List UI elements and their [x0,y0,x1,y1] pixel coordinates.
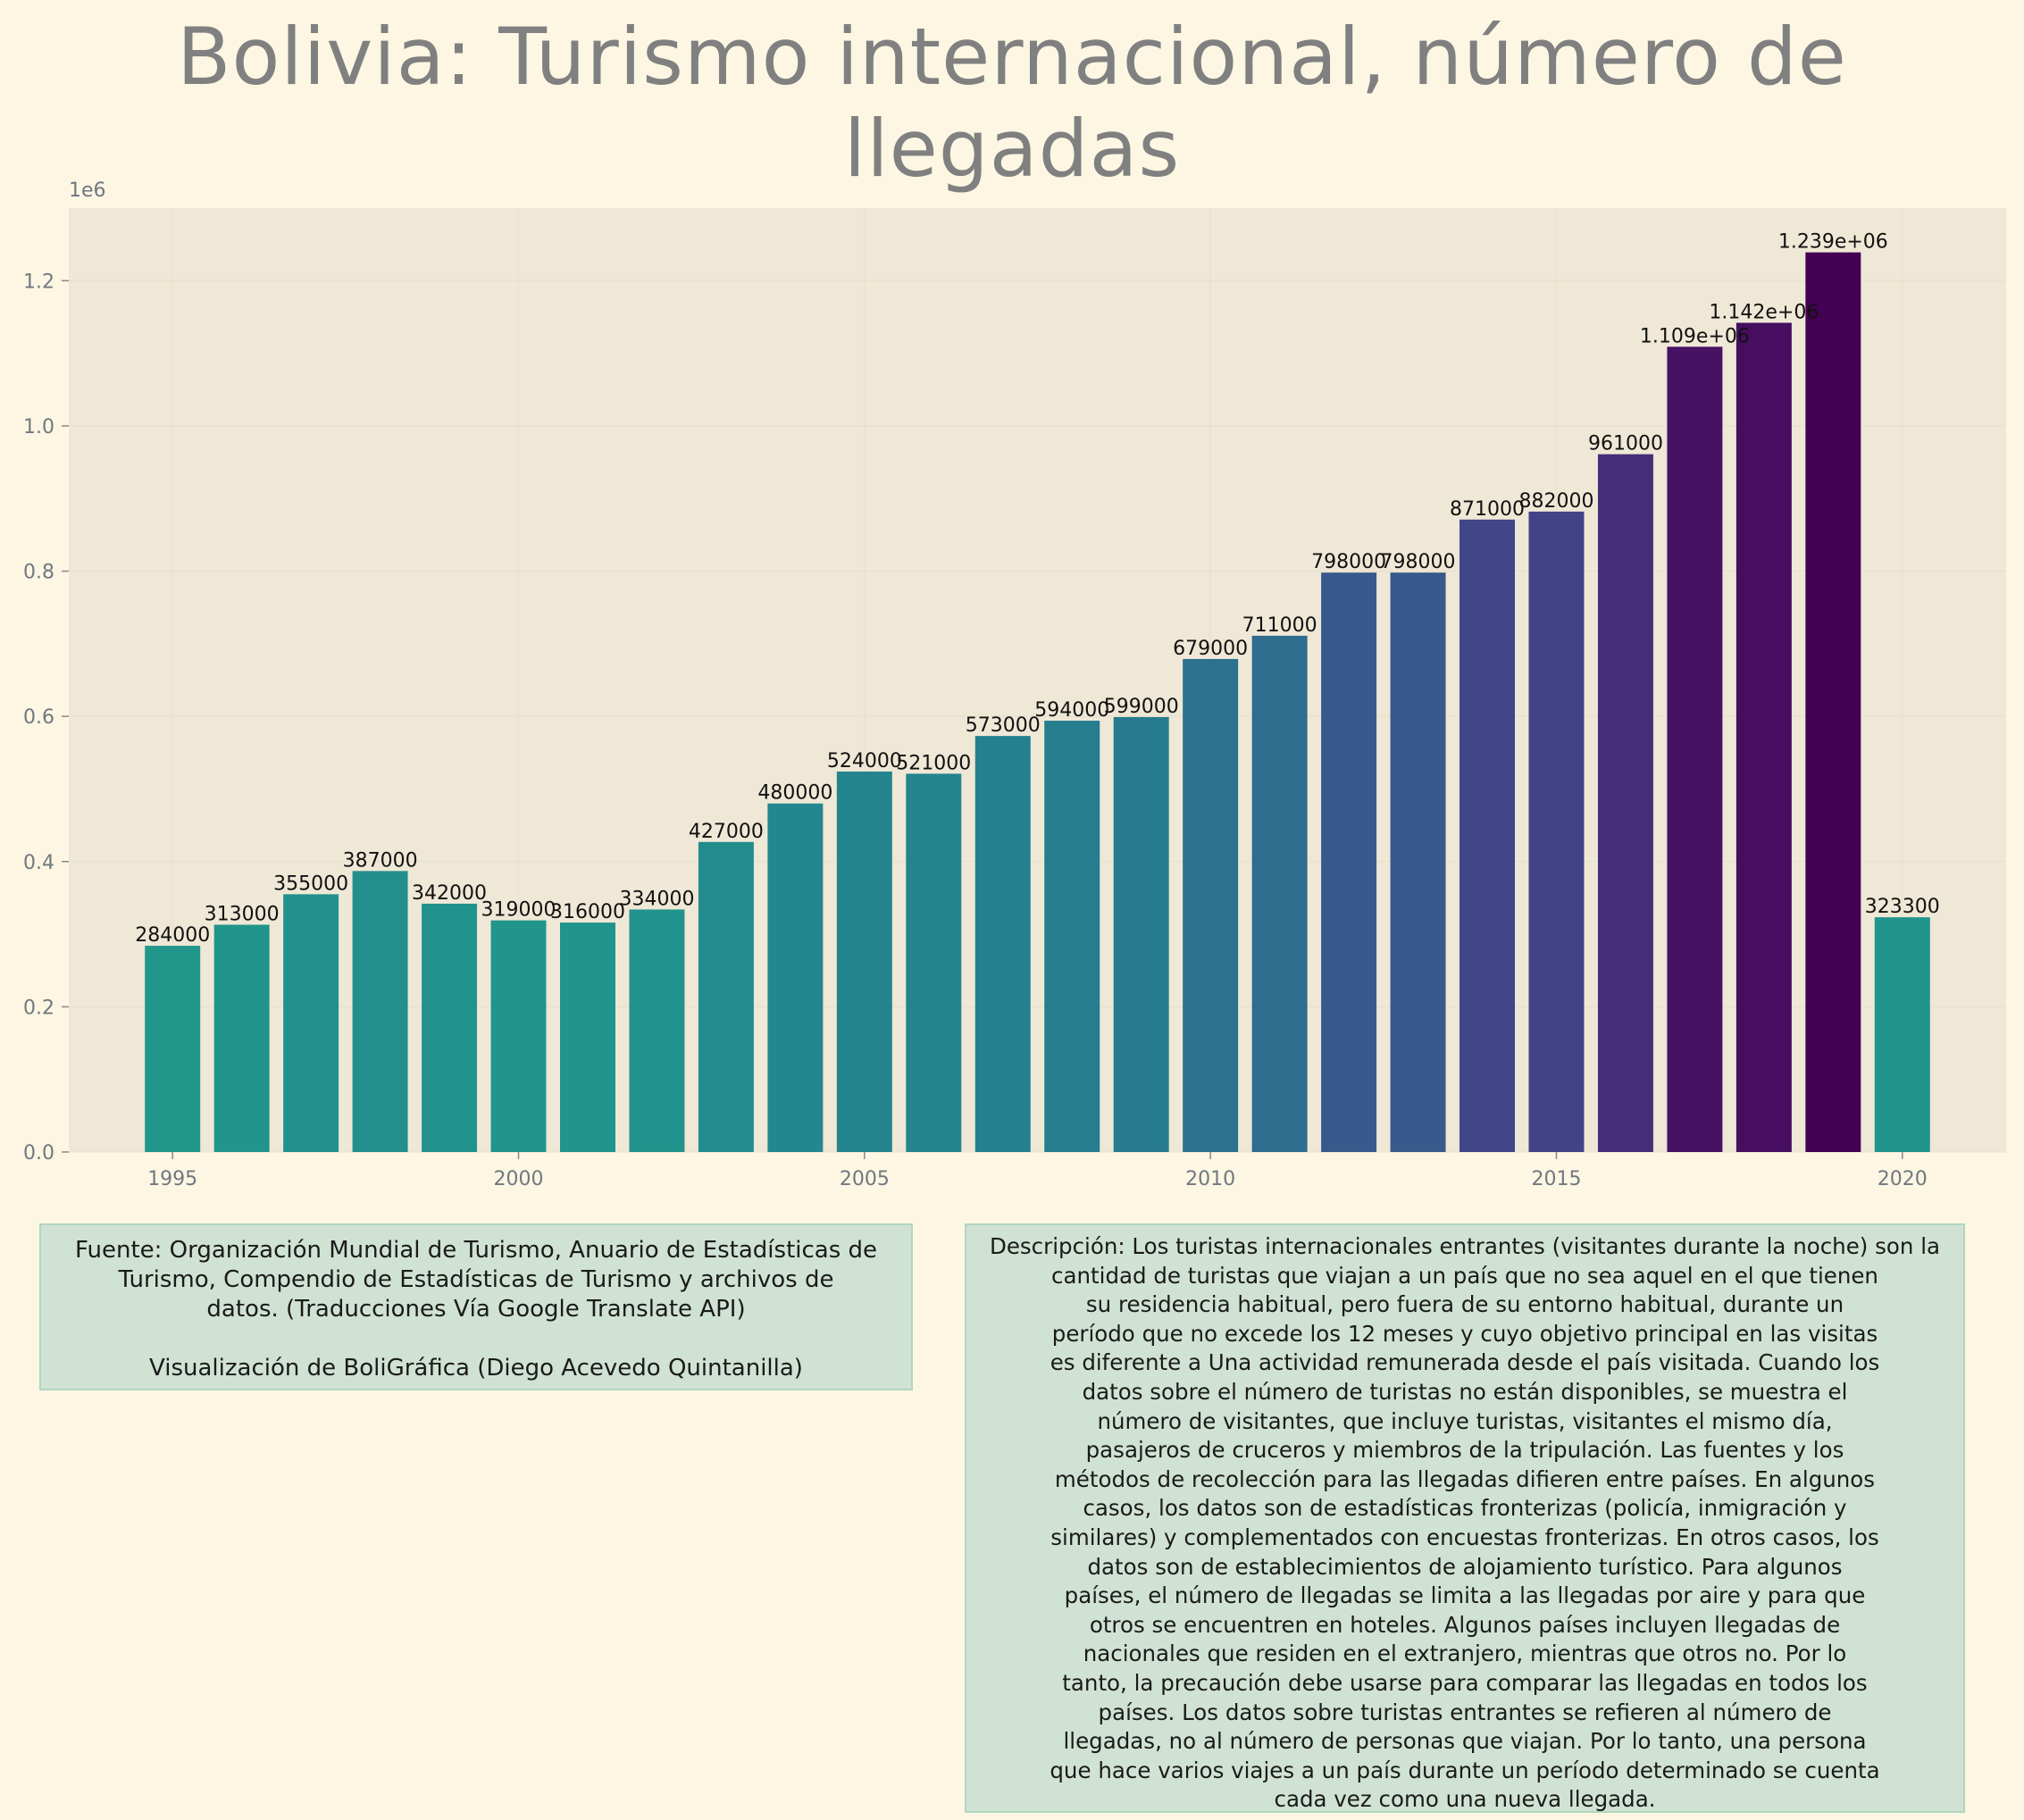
description-line: número de visitantes, que incluye turist… [1097,1407,1833,1434]
x-tick-label: 2010 [1185,1168,1235,1190]
bar-value-label: 573000 [966,714,1041,737]
source-box: Fuente: Organización Mundial de Turismo,… [39,1223,913,1390]
bars [145,252,1930,1153]
bar-value-label: 480000 [757,782,832,805]
bar-value-label: 313000 [205,904,280,926]
description-line: su residencia habitual, pero fuera de su… [1085,1291,1844,1318]
bar-value-label: 961000 [1588,433,1663,455]
bar [490,920,547,1152]
bar [1735,322,1792,1152]
bar-value-label: 427000 [689,821,764,843]
description-line: datos sobre el número de turistas no est… [1082,1378,1848,1405]
bar [974,736,1031,1152]
description-line: nacionales que residen en el extranjero,… [1083,1641,1847,1667]
bar-value-label: 1.109e+06 [1640,325,1750,347]
y-tick-label: 1.0 [23,416,54,438]
x-tick-label: 2005 [840,1168,890,1190]
description-line: cantidad de turistas que viajan a un paí… [1051,1262,1878,1289]
description-line: llegadas, no al número de personas que v… [1063,1728,1867,1755]
bar [767,803,824,1152]
bar [1874,917,1930,1152]
bar-value-label: 387000 [343,849,418,872]
description-line: países. Los datos sobre turistas entrant… [1098,1699,1832,1725]
bar-value-label: 798000 [1381,551,1456,573]
bar [836,771,892,1152]
bar [1459,519,1516,1152]
bar [283,894,339,1152]
description-line: datos son de establecimientos de alojami… [1087,1553,1843,1580]
credit-line: Visualización de BoliGráfica (Diego Acev… [149,1355,803,1382]
axes: 0.0 0.2 0.4 0.6 0.8 1.0 1.2 1995 2000 2005 2010 201… [23,179,1928,1190]
bar-value-label: 594000 [1034,699,1109,722]
bar [1597,454,1653,1153]
bar-value-label: 323300 [1865,896,1940,918]
bar [1113,716,1169,1152]
y-tick-label: 1.2 [23,271,54,293]
bar [1805,252,1861,1153]
bar [352,871,408,1152]
x-tick-label: 2015 [1531,1168,1581,1190]
description-line: países, el número de llegadas se limita … [1064,1582,1866,1609]
bar [1183,658,1239,1152]
description-box: Descripción: Los turistas internacionale… [965,1223,1965,1813]
y-tick-label: 0.2 [23,997,54,1019]
bar [1321,572,1377,1152]
description-line: métodos de recolección para las llegadas… [1054,1465,1876,1492]
bar-value-label: 342000 [412,882,487,905]
bar [1251,635,1308,1152]
x-tick-label: 2000 [494,1168,544,1190]
description-line: otros se encuentren en hoteles. Algunos … [1089,1611,1841,1638]
bar-value-label: 284000 [135,924,210,947]
description-line: es diferente a Una actividad remunerada … [1050,1349,1880,1376]
bar-value-label: 319000 [481,899,556,922]
bar [422,903,478,1152]
bar-value-label: 355000 [273,872,348,895]
bar [559,923,615,1152]
bar [1390,572,1446,1152]
bar [906,773,962,1152]
bar [629,909,685,1152]
bar [1667,346,1723,1152]
bar-value-label: 316000 [550,901,625,923]
source-line: Turismo, Compendio de Estadísticas de Tu… [118,1266,834,1293]
bar-value-label: 1.142e+06 [1709,301,1819,323]
description-line: tanto, la precaución debe usarse para co… [1062,1669,1868,1696]
bar-value-label: 882000 [1518,490,1593,513]
description-line: similares) y complementados con encuesta… [1050,1524,1879,1550]
bar [213,924,270,1152]
y-offset-label: 1e6 [69,179,106,202]
x-tick-label: 1995 [147,1168,197,1190]
bar [698,841,754,1152]
description-line: período que no excede los 12 meses y cuy… [1051,1320,1878,1347]
description-line: casos, los datos son de estadísticas fro… [1083,1495,1847,1522]
bar-value-label: 711000 [1242,614,1317,637]
y-tick-label: 0.6 [23,706,54,729]
y-tick-label: 0.0 [23,1142,54,1165]
y-tick-label: 0.4 [23,852,54,874]
bar-value-label: 334000 [619,888,694,910]
description-line: cada vez como una nueva llegada. [1274,1786,1656,1813]
description-line: Descripción: Los turistas internacionale… [989,1233,1941,1259]
y-tick-label: 0.8 [23,562,54,584]
bar-value-label: 521000 [896,752,971,774]
source-line: Fuente: Organización Mundial de Turismo,… [74,1237,878,1264]
bar-value-label: 1.239e+06 [1778,231,1888,254]
bar-value-label: 798000 [1311,551,1386,573]
bar-value-label: 871000 [1450,498,1525,521]
description-line: pasajeros de cruceros y miembros de la t… [1085,1437,1844,1464]
bar-value-label: 679000 [1173,638,1248,660]
bar [1044,721,1100,1152]
bar [1528,511,1585,1152]
x-tick-label: 2020 [1878,1168,1928,1190]
description-line: que hace varios viajes a un país durante… [1050,1757,1880,1783]
bar-value-label: 524000 [827,750,902,772]
chart-title: Bolivia: Turismo internacional, número d… [177,11,1847,195]
bar-value-label: 599000 [1104,696,1179,718]
bar [145,946,201,1152]
source-line: datos. (Traducciones Vía Google Translat… [206,1296,746,1323]
